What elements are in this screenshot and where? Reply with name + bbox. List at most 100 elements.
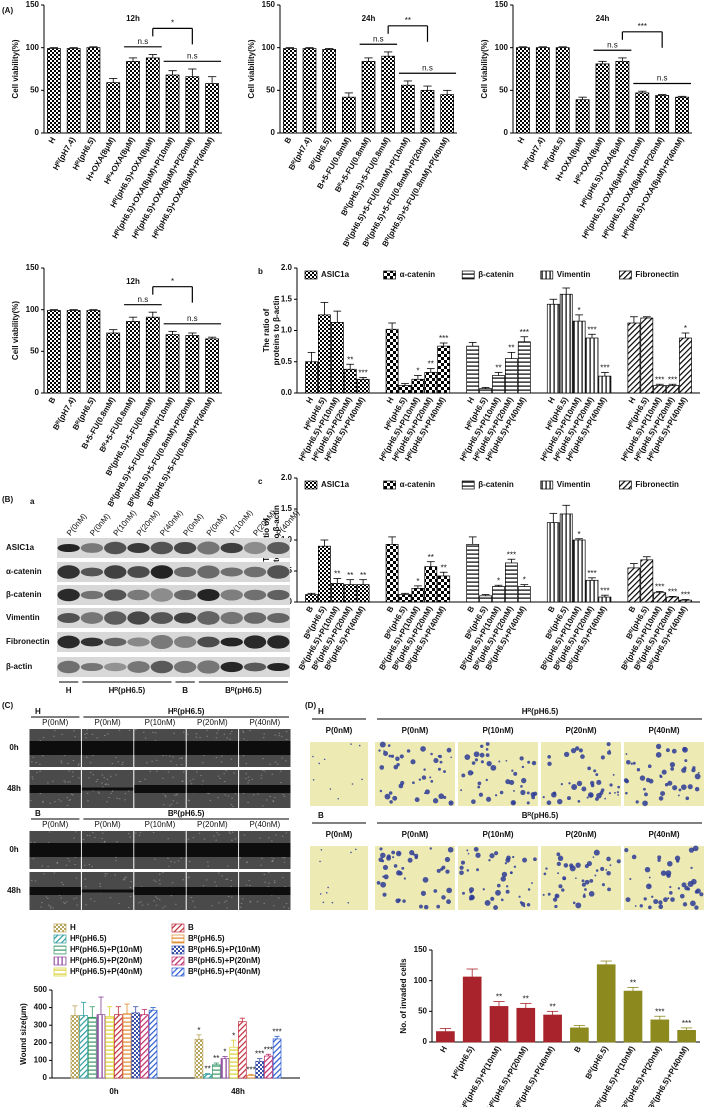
image-speck <box>170 760 172 762</box>
image-speck <box>92 790 94 792</box>
image-speck <box>192 778 195 780</box>
image-speck <box>135 729 137 731</box>
invaded-cell <box>396 870 402 876</box>
y-axis-label: Cell viability(%) <box>247 39 256 98</box>
image-speck <box>226 907 228 909</box>
blot-band <box>243 635 267 649</box>
image-speck <box>225 900 228 902</box>
image-speck <box>88 777 90 779</box>
invasion-image <box>310 846 368 910</box>
image-speck <box>60 897 62 899</box>
significance: ** <box>428 553 434 562</box>
y-tick-label: 0.0 <box>281 388 293 397</box>
blot-band <box>197 636 220 648</box>
column-label: P(10nM) <box>482 726 513 735</box>
invaded-cell <box>595 773 599 777</box>
group-label: Hᴿ(pH6.5) <box>168 707 205 716</box>
invaded-cell <box>542 893 545 896</box>
image-speck <box>213 835 215 837</box>
bar <box>466 543 480 603</box>
legend-label: β-catenin <box>478 270 514 279</box>
image-speck <box>181 764 183 766</box>
invaded-cell <box>412 853 416 856</box>
column-label: P(10nM) <box>482 830 513 839</box>
image-speck <box>252 794 255 796</box>
bar <box>96 1014 106 1079</box>
image-speck <box>239 857 242 859</box>
invaded-cell <box>319 860 321 863</box>
image-speck <box>209 799 212 801</box>
x-tick-label: H <box>466 395 477 405</box>
image-speck <box>187 838 190 840</box>
invaded-cell <box>576 780 583 787</box>
image-speck <box>99 885 102 887</box>
bar <box>575 99 590 134</box>
bar <box>640 559 654 603</box>
bar <box>424 566 438 603</box>
invaded-cell <box>625 753 628 755</box>
invaded-cell <box>655 752 662 758</box>
protein-label: Fibronectin <box>6 637 50 646</box>
bracket-label: n.s <box>138 295 149 304</box>
image-speck <box>54 801 56 803</box>
image-speck <box>147 903 149 905</box>
column-label: P(40nM) <box>249 718 280 727</box>
image-speck <box>248 879 250 881</box>
y-axis-label: proteins to β-actin <box>272 296 281 366</box>
image-speck <box>274 761 277 763</box>
group-label: B <box>182 686 188 695</box>
invaded-cell <box>506 885 509 888</box>
legend-swatch <box>171 956 185 966</box>
image-speck <box>47 842 50 844</box>
image-speck <box>216 732 218 734</box>
invaded-cell <box>617 794 620 796</box>
image-speck <box>140 901 142 903</box>
bar <box>86 47 101 134</box>
invaded-cell <box>389 800 393 804</box>
bar <box>126 60 140 134</box>
invaded-cell <box>478 792 484 797</box>
blot-band <box>220 542 243 554</box>
image-speck <box>96 737 98 739</box>
image-speck <box>101 786 104 788</box>
invaded-cell <box>685 796 690 801</box>
invaded-cell <box>665 870 672 877</box>
image-speck <box>251 778 253 780</box>
invaded-cell <box>608 792 611 795</box>
invaded-cell <box>688 847 695 853</box>
invaded-cell <box>575 862 581 868</box>
image-speck <box>218 834 220 836</box>
blot-band <box>173 612 197 624</box>
protein-label: β-actin <box>6 662 32 671</box>
image-speck <box>111 763 114 765</box>
blot-band <box>267 589 290 601</box>
invaded-cell <box>518 895 521 898</box>
bar <box>516 47 530 134</box>
x-tick-label: H <box>627 395 638 405</box>
image-speck <box>176 793 179 795</box>
invaded-cell <box>433 758 439 764</box>
bar <box>203 1074 212 1079</box>
y-tick-label: 0 <box>504 128 509 137</box>
image-speck <box>104 875 107 877</box>
invaded-cell <box>531 760 537 766</box>
invaded-cell <box>498 760 501 763</box>
invaded-cell <box>658 796 664 801</box>
bar <box>330 322 344 394</box>
image-speck <box>271 773 274 775</box>
bar <box>106 82 121 134</box>
image-speck <box>280 782 282 784</box>
invasion-image <box>310 742 368 806</box>
bar <box>677 1029 696 1043</box>
image-speck <box>139 781 142 783</box>
image-speck <box>30 800 32 802</box>
image-speck <box>152 832 155 834</box>
bracket-label: n.s <box>607 40 618 49</box>
group-label: Bᴿ(pH6.5) <box>225 686 262 695</box>
legend-swatch <box>53 945 67 955</box>
image-speck <box>283 906 285 908</box>
image-speck <box>199 737 201 739</box>
column-label: P(20nM) <box>197 820 228 829</box>
image-speck <box>190 897 193 899</box>
image-speck <box>67 857 69 859</box>
